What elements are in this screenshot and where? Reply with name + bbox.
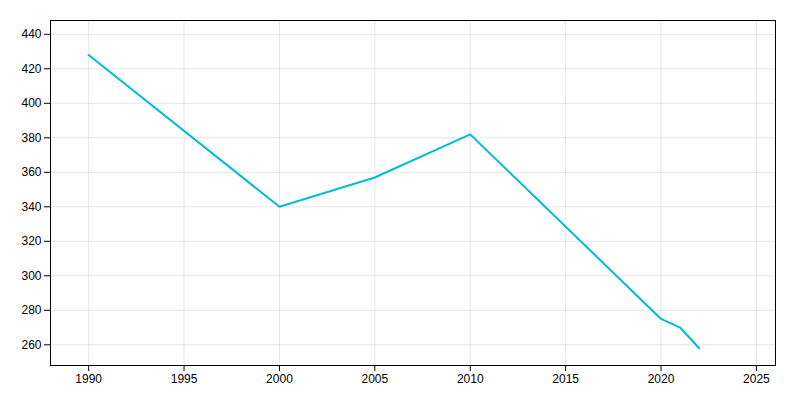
svg-text:380: 380 [21, 131, 41, 145]
svg-text:2010: 2010 [457, 372, 484, 386]
svg-text:420: 420 [21, 62, 41, 76]
svg-text:2020: 2020 [648, 372, 675, 386]
svg-text:1990: 1990 [75, 372, 102, 386]
svg-text:280: 280 [21, 303, 41, 317]
svg-text:260: 260 [21, 338, 41, 352]
svg-text:2000: 2000 [266, 372, 293, 386]
svg-text:440: 440 [21, 27, 41, 41]
svg-text:320: 320 [21, 234, 41, 248]
svg-text:2025: 2025 [743, 372, 770, 386]
svg-text:2005: 2005 [361, 372, 388, 386]
svg-text:300: 300 [21, 269, 41, 283]
svg-text:1995: 1995 [171, 372, 198, 386]
svg-text:2015: 2015 [552, 372, 579, 386]
svg-text:340: 340 [21, 200, 41, 214]
svg-text:360: 360 [21, 165, 41, 179]
svg-text:400: 400 [21, 96, 41, 110]
